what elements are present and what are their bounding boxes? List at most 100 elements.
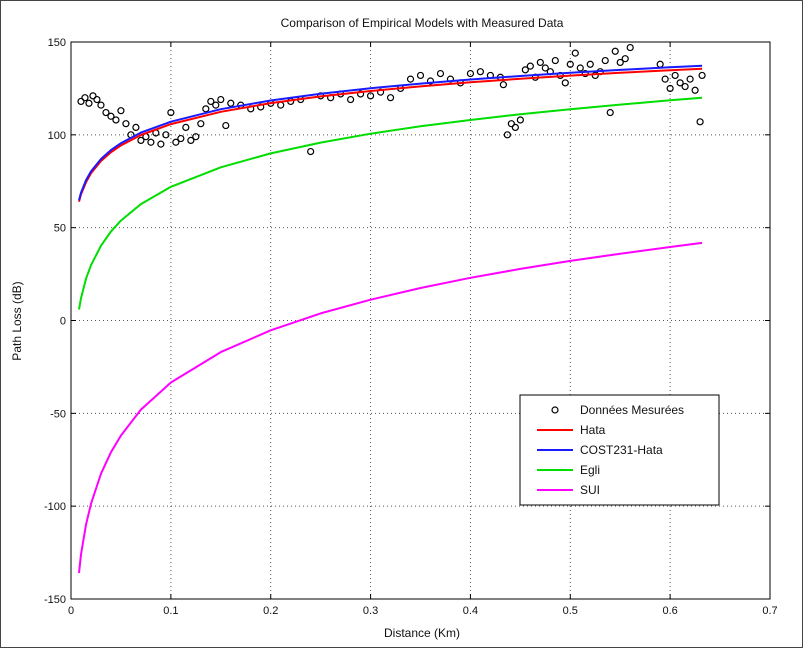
series-donn-es-mesur-es [77,43,706,156]
data-point [222,121,230,130]
data-point [207,97,215,106]
data-point [386,94,395,102]
x-tick-label: 0 [68,605,74,617]
data-point [157,140,165,148]
data-point [192,133,200,141]
data-point [606,108,614,117]
y-tick-label: 50 [54,223,66,235]
data-point [177,134,185,143]
legend-label-sui: SUI [580,483,600,497]
data-point [581,69,589,78]
data-point [202,105,210,113]
legend-marker-donn-es-mesur-es [551,406,559,414]
data-point [571,49,579,57]
x-tick-label: 0.3 [363,605,378,617]
data-point [107,112,115,120]
data-point [117,107,125,115]
data-point [681,82,689,91]
legend-label-hata: Hata [580,423,606,437]
data-point [81,94,89,102]
data-point [621,55,629,63]
y-tick-label: 0 [60,316,66,328]
series-line-sui [78,241,703,574]
data-point [197,120,205,128]
data-point [521,66,529,74]
series-line-cost231-hata [78,64,703,201]
data-point [147,138,155,146]
data-point [97,101,105,109]
data-point [132,123,140,132]
data-point [89,92,97,100]
data-point [77,97,85,106]
data-point [566,60,574,68]
data-point [167,108,175,117]
data-point [656,60,664,68]
data-point [426,77,435,85]
data-point [499,81,507,89]
data-point [611,47,619,55]
data-point [137,136,145,145]
series-line-hata [78,67,703,202]
data-point [416,71,425,80]
data-point [507,120,515,128]
data-point [182,123,190,132]
data-point [227,99,235,107]
y-tick-label: -50 [50,408,66,420]
data-point [406,75,415,83]
data-point [698,71,706,80]
y-tick-label: -150 [44,594,66,606]
data-point [536,58,544,67]
series-line-egli [78,96,703,310]
x-axis-label: Distance (Km) [384,626,460,640]
data-point [511,123,519,132]
x-tick-label: 0.1 [163,605,178,617]
data-point [671,71,679,80]
data-point [503,131,511,139]
data-point [476,68,485,76]
x-tick-label: 0.5 [563,605,578,617]
data-point [212,101,220,109]
y-tick-label: -100 [44,501,66,513]
data-point [561,79,569,87]
data-point [551,56,559,65]
data-point [661,75,669,83]
data-point [436,69,445,78]
data-point [162,131,170,139]
data-point [676,79,684,87]
data-point [466,69,475,78]
x-tick-label: 0.7 [762,605,777,617]
data-point [366,92,375,100]
data-point [696,118,704,126]
legend-label-egli: Egli [580,463,600,477]
data-point [541,64,549,72]
legend: Données Mesurées Hata COST231-Hata Egli SUI [519,394,720,506]
legend-label-donn-es-mesur-es: Données Mesurées [580,403,684,417]
data-point [601,56,609,65]
data-point [217,95,225,104]
data-point [307,147,315,156]
data-point [591,71,599,80]
data-point [172,138,180,146]
x-tick-label: 0.2 [263,605,278,617]
data-point [187,136,195,145]
y-tick-label: 150 [48,37,66,49]
data-point [586,60,594,68]
grid [71,42,770,599]
data-point [526,62,534,70]
data-point [686,75,694,83]
data-point [102,108,110,117]
y-tick-label: 100 [48,130,66,142]
data-point [691,86,699,94]
x-tick-label: 0.4 [463,605,478,617]
data-point [576,64,584,72]
data-point [93,95,101,104]
data-point [666,84,674,93]
x-tick-label: 0.6 [662,605,677,617]
data-point [122,120,130,128]
data-point [112,116,120,124]
data-point [626,43,634,52]
data-point [85,99,93,107]
legend-label-cost231-hata: COST231-Hata [580,443,663,457]
